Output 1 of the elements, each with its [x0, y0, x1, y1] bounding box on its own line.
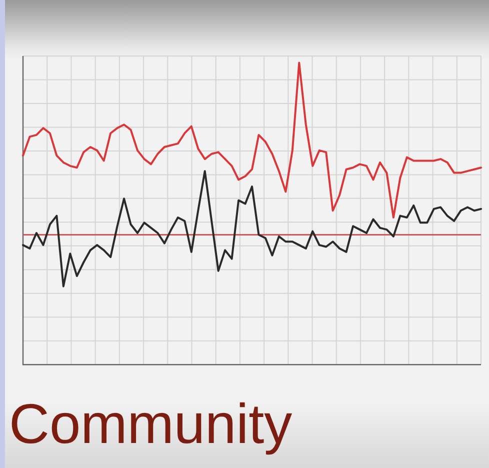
text: Community — [9, 392, 292, 456]
